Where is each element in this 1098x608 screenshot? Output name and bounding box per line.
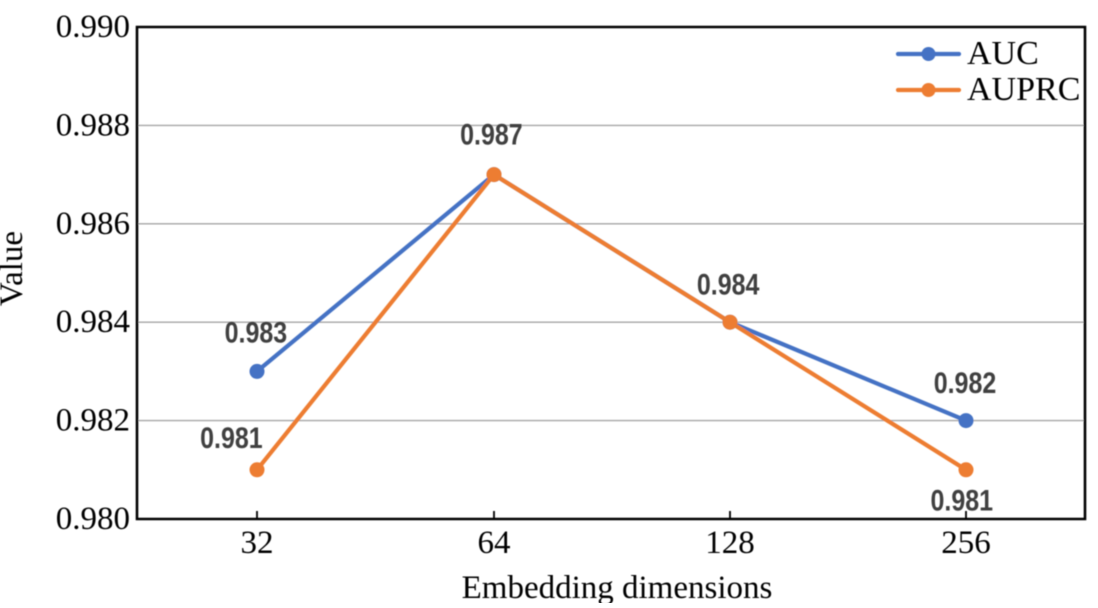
svg-text:AUC: AUC [967,35,1039,72]
svg-text:0.981: 0.981 [200,421,263,455]
svg-text:0.990: 0.990 [56,9,130,45]
svg-text:0.981: 0.981 [931,483,994,517]
svg-text:0.984: 0.984 [697,268,760,302]
svg-text:64: 64 [478,525,511,561]
svg-text:Embedding dimensions: Embedding dimensions [462,570,773,603]
svg-text:32: 32 [241,525,274,561]
svg-text:0.987: 0.987 [460,118,523,152]
svg-text:AUPRC: AUPRC [967,71,1080,108]
svg-text:128: 128 [705,525,755,561]
svg-text:0.982: 0.982 [56,403,130,439]
svg-text:0.982: 0.982 [934,366,997,400]
svg-text:0.980: 0.980 [56,501,130,537]
svg-text:Value: Value [0,231,30,306]
svg-text:0.983: 0.983 [225,315,288,349]
svg-text:0.986: 0.986 [56,206,130,242]
svg-text:0.988: 0.988 [56,107,130,143]
svg-text:0.984: 0.984 [56,304,130,340]
svg-text:256: 256 [941,525,991,561]
